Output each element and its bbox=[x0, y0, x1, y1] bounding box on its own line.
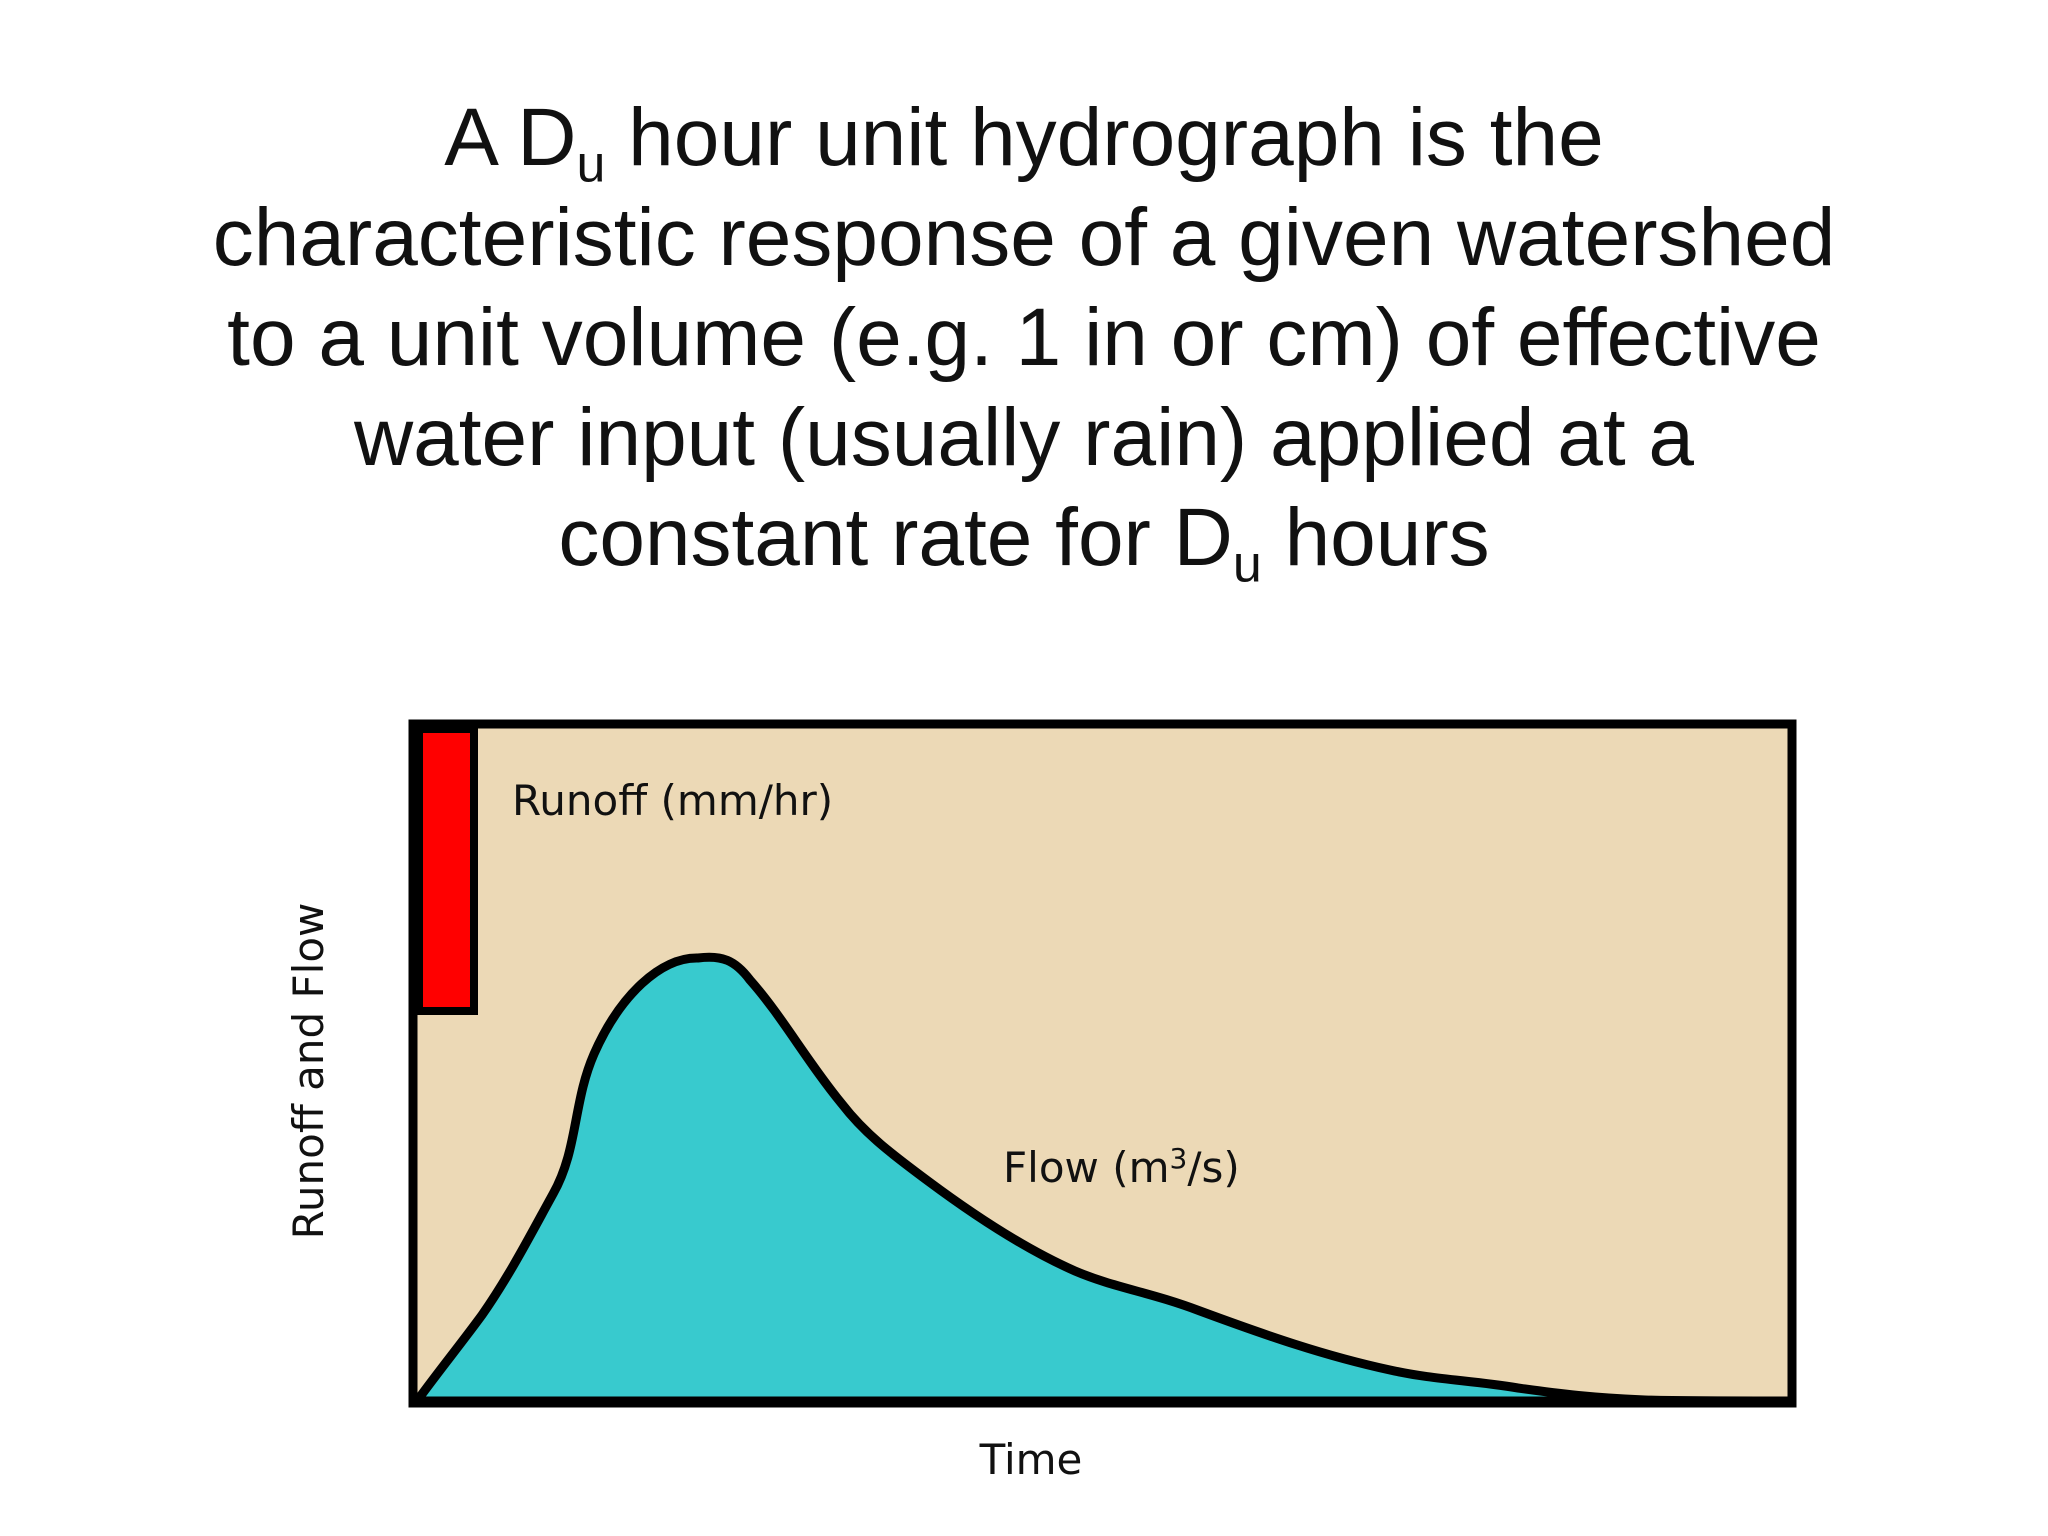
runoff-bar bbox=[415, 725, 478, 1015]
flow-label-prefix: Flow (m bbox=[1003, 1143, 1170, 1192]
plot-frame bbox=[408, 719, 1797, 1408]
flow-label: Flow (m3/s) bbox=[1003, 1142, 1240, 1192]
title-line-5-before: constant rate for D bbox=[558, 492, 1233, 583]
x-axis-label: Time bbox=[979, 1435, 1083, 1484]
title-line-1: A Du hour unit hydrograph is the bbox=[150, 88, 1898, 191]
flow-label-superscript: 3 bbox=[1170, 1142, 1188, 1175]
title-line-2: characteristic response of a given water… bbox=[212, 192, 1836, 283]
flow-hydrograph-area bbox=[412, 952, 1795, 1406]
title-line-3: to a unit volume (e.g. 1 in or cm) of ef… bbox=[227, 292, 1821, 383]
title-line-5-subscript: u bbox=[1232, 535, 1262, 594]
title-line-4: water input (usually rain) applied at a bbox=[353, 392, 1695, 483]
title-line-1-after: hour unit hydrograph is the bbox=[605, 92, 1604, 183]
runoff-label: Runoff (mm/hr) bbox=[512, 776, 833, 825]
slide-title: A Du hour unit hydrograph is the charact… bbox=[150, 88, 1898, 591]
title-line-5: constant rate for Du hours bbox=[150, 488, 1898, 591]
flow-label-suffix: /s) bbox=[1187, 1143, 1239, 1192]
title-line-1-subscript: u bbox=[576, 135, 606, 194]
y-axis-label: Runoff and Flow bbox=[284, 903, 333, 1240]
title-line-5-after: hours bbox=[1261, 492, 1490, 583]
title-line-1-before: A D bbox=[444, 92, 577, 183]
